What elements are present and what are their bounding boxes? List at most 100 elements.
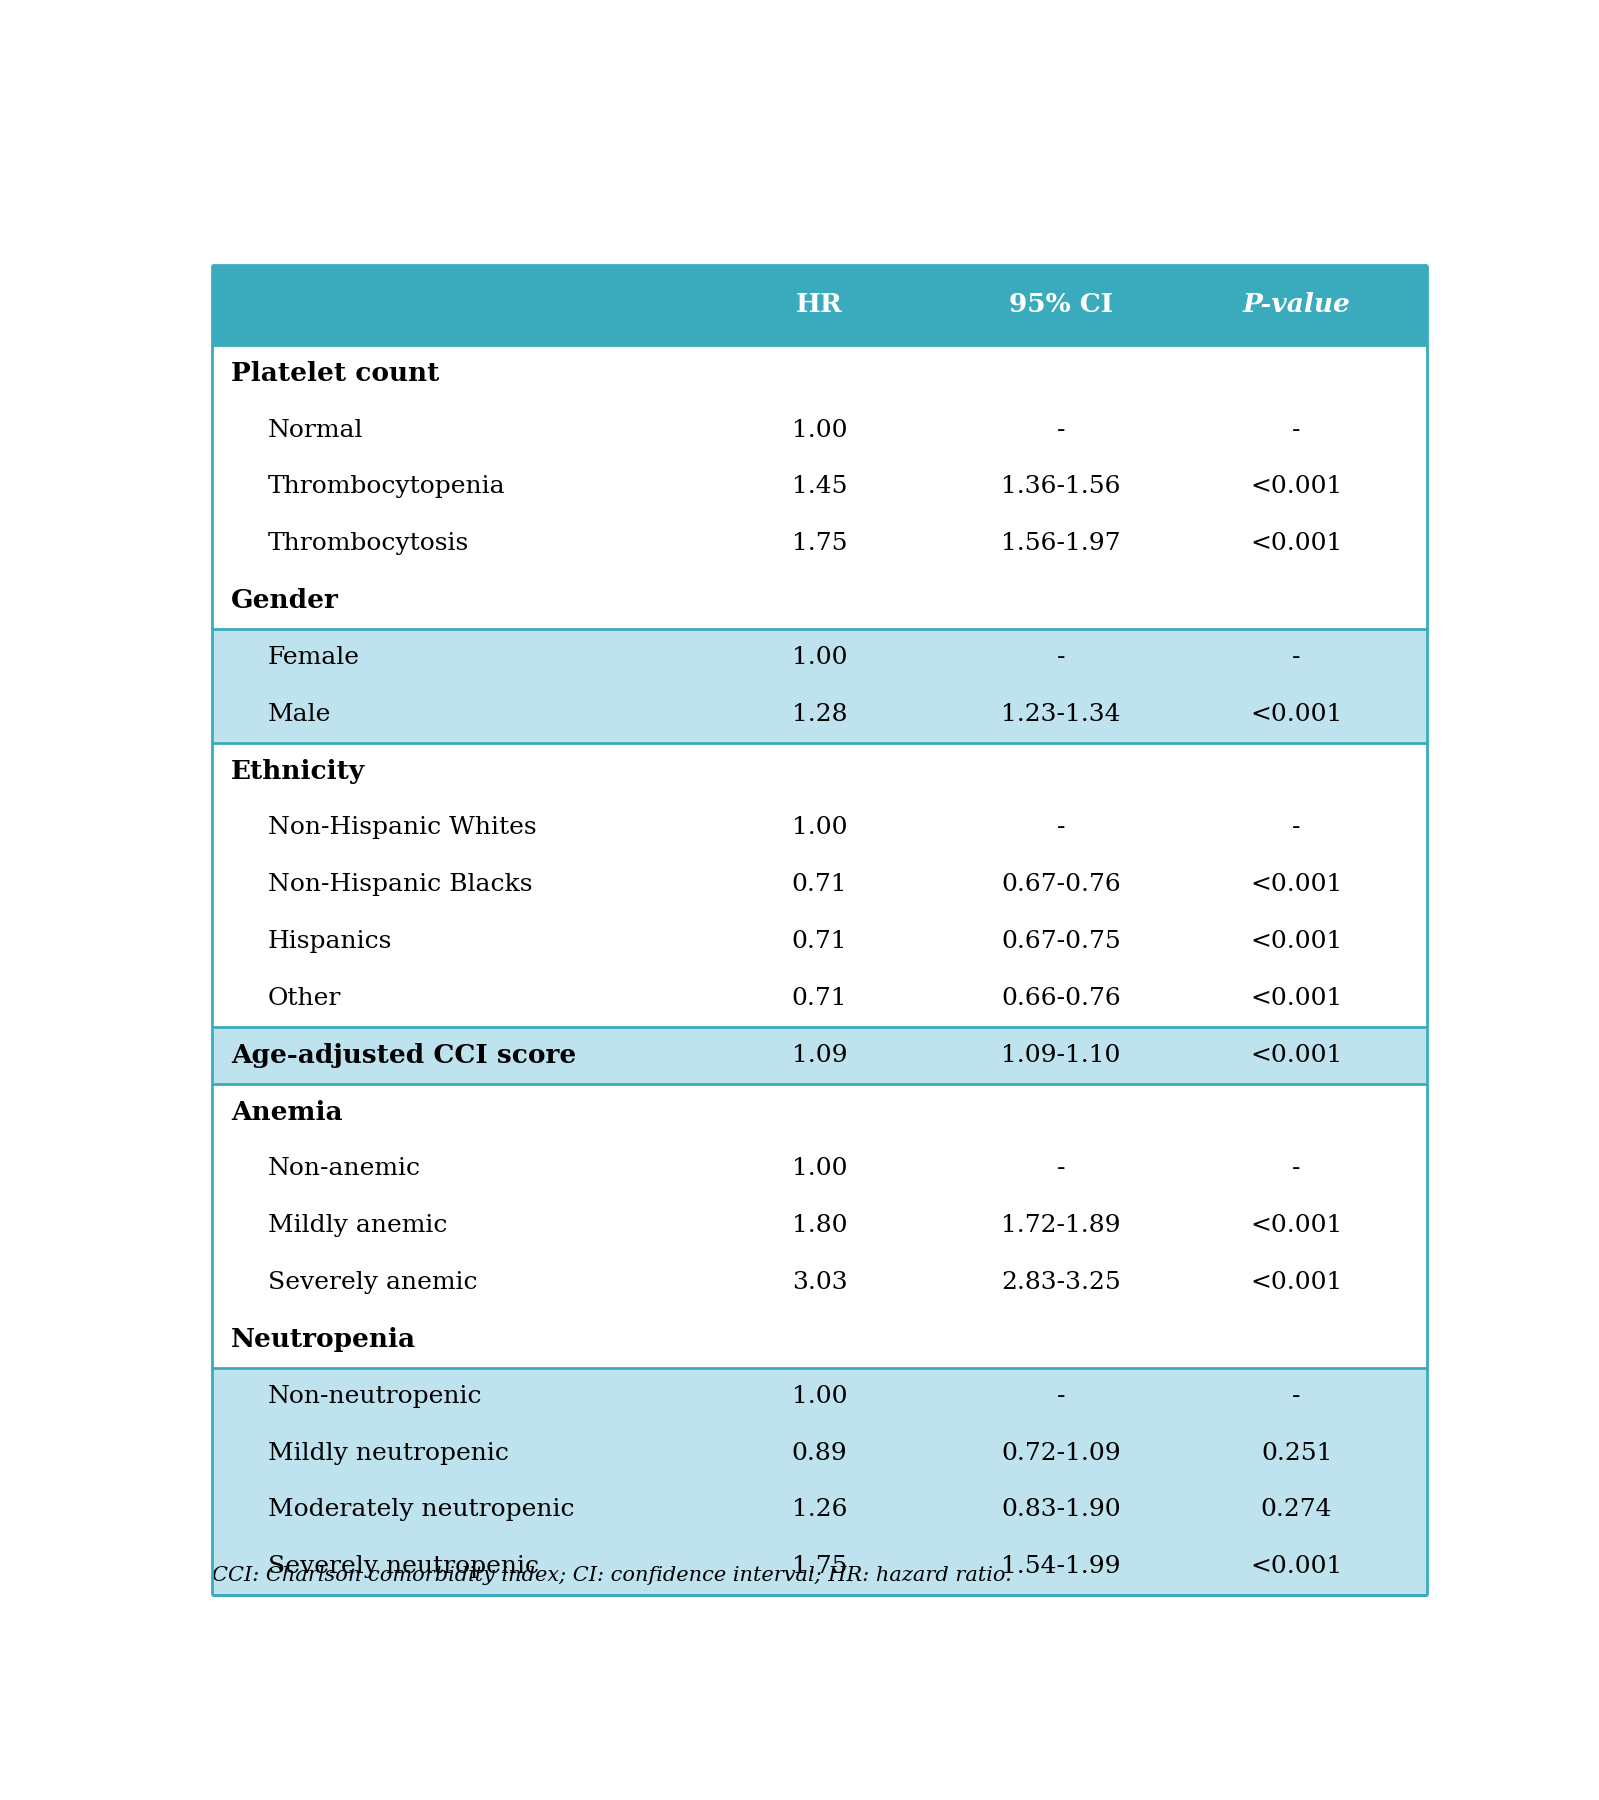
Text: <0.001: <0.001 bbox=[1250, 1215, 1343, 1237]
Text: <0.001: <0.001 bbox=[1250, 533, 1343, 554]
Text: 1.00: 1.00 bbox=[792, 646, 847, 670]
Text: Thrombocytopenia: Thrombocytopenia bbox=[269, 475, 505, 499]
Text: <0.001: <0.001 bbox=[1250, 475, 1343, 499]
Text: Ethnicity: Ethnicity bbox=[230, 758, 365, 783]
Text: 1.09-1.10: 1.09-1.10 bbox=[1001, 1044, 1121, 1067]
Text: -: - bbox=[1057, 419, 1065, 441]
Text: 0.274: 0.274 bbox=[1262, 1498, 1332, 1521]
Text: 0.72-1.09: 0.72-1.09 bbox=[1001, 1442, 1121, 1465]
Text: 1.09: 1.09 bbox=[792, 1044, 847, 1067]
Text: 1.00: 1.00 bbox=[792, 419, 847, 441]
Bar bbox=[213, 1368, 1426, 1424]
Text: CCI: Charlson comorbidity index; CI: confidence interval; HR: hazard ratio.: CCI: Charlson comorbidity index; CI: con… bbox=[213, 1566, 1012, 1586]
Bar bbox=[213, 572, 1426, 628]
Text: Severely anemic: Severely anemic bbox=[269, 1271, 478, 1294]
Text: 0.83-1.90: 0.83-1.90 bbox=[1001, 1498, 1121, 1521]
Text: -: - bbox=[1057, 646, 1065, 670]
Text: Mildly anemic: Mildly anemic bbox=[269, 1215, 448, 1237]
Text: <0.001: <0.001 bbox=[1250, 702, 1343, 725]
Text: 1.00: 1.00 bbox=[792, 1157, 847, 1181]
Text: 0.89: 0.89 bbox=[792, 1442, 847, 1465]
Text: Normal: Normal bbox=[269, 419, 363, 441]
Bar bbox=[213, 1197, 1426, 1255]
Text: <0.001: <0.001 bbox=[1250, 986, 1343, 1010]
Text: P-value: P-value bbox=[1242, 292, 1351, 317]
Text: 1.00: 1.00 bbox=[792, 817, 847, 839]
Text: 2.83-3.25: 2.83-3.25 bbox=[1001, 1271, 1121, 1294]
Text: HR: HR bbox=[796, 292, 843, 317]
Text: Age-adjusted CCI score: Age-adjusted CCI score bbox=[230, 1042, 576, 1067]
Text: 1.26: 1.26 bbox=[792, 1498, 847, 1521]
Bar bbox=[213, 1310, 1426, 1368]
Bar bbox=[213, 743, 1426, 799]
Text: Anemia: Anemia bbox=[230, 1100, 342, 1125]
Bar bbox=[213, 346, 1426, 401]
Text: Non-neutropenic: Non-neutropenic bbox=[269, 1384, 483, 1408]
Text: 1.28: 1.28 bbox=[792, 702, 847, 725]
Text: Non-Hispanic Whites: Non-Hispanic Whites bbox=[269, 817, 537, 839]
Bar bbox=[213, 686, 1426, 743]
Bar bbox=[213, 628, 1426, 686]
Bar bbox=[213, 970, 1426, 1026]
Text: -: - bbox=[1057, 1157, 1065, 1181]
Bar bbox=[213, 1539, 1426, 1595]
Text: -: - bbox=[1292, 646, 1302, 670]
Text: 1.54-1.99: 1.54-1.99 bbox=[1001, 1555, 1121, 1579]
Text: Neutropenia: Neutropenia bbox=[230, 1327, 416, 1352]
Text: Other: Other bbox=[269, 986, 342, 1010]
Text: 1.80: 1.80 bbox=[792, 1215, 847, 1237]
Text: Non-Hispanic Blacks: Non-Hispanic Blacks bbox=[269, 873, 532, 896]
Text: <0.001: <0.001 bbox=[1250, 873, 1343, 896]
Text: <0.001: <0.001 bbox=[1250, 931, 1343, 952]
Text: 1.45: 1.45 bbox=[792, 475, 847, 499]
Text: -: - bbox=[1292, 1157, 1302, 1181]
Text: 0.251: 0.251 bbox=[1262, 1442, 1332, 1465]
Bar bbox=[213, 799, 1426, 857]
Bar bbox=[213, 515, 1426, 572]
Text: <0.001: <0.001 bbox=[1250, 1044, 1343, 1067]
Text: Platelet count: Platelet count bbox=[230, 360, 440, 385]
Text: 0.66-0.76: 0.66-0.76 bbox=[1001, 986, 1121, 1010]
Text: Mildly neutropenic: Mildly neutropenic bbox=[269, 1442, 508, 1465]
Bar bbox=[213, 459, 1426, 515]
Text: Male: Male bbox=[269, 702, 331, 725]
Bar bbox=[213, 1084, 1426, 1141]
Bar bbox=[213, 401, 1426, 459]
Text: -: - bbox=[1292, 419, 1302, 441]
Text: <0.001: <0.001 bbox=[1250, 1271, 1343, 1294]
Text: 3.03: 3.03 bbox=[792, 1271, 847, 1294]
Text: Gender: Gender bbox=[230, 589, 339, 614]
Text: 1.75: 1.75 bbox=[792, 1555, 847, 1579]
Text: <0.001: <0.001 bbox=[1250, 1555, 1343, 1579]
Text: 0.71: 0.71 bbox=[792, 931, 847, 952]
Bar bbox=[213, 1481, 1426, 1539]
Text: 0.71: 0.71 bbox=[792, 873, 847, 896]
Text: Thrombocytosis: Thrombocytosis bbox=[269, 533, 469, 554]
Text: Non-anemic: Non-anemic bbox=[269, 1157, 421, 1181]
Text: 1.72-1.89: 1.72-1.89 bbox=[1001, 1215, 1121, 1237]
Bar bbox=[213, 1141, 1426, 1197]
Text: 1.23-1.34: 1.23-1.34 bbox=[1001, 702, 1121, 725]
Text: 1.00: 1.00 bbox=[792, 1384, 847, 1408]
Bar bbox=[213, 265, 1426, 346]
Text: Severely neutropenic: Severely neutropenic bbox=[269, 1555, 539, 1579]
Text: -: - bbox=[1057, 817, 1065, 839]
Text: Female: Female bbox=[269, 646, 360, 670]
Text: 1.56-1.97: 1.56-1.97 bbox=[1001, 533, 1121, 554]
Bar bbox=[213, 857, 1426, 913]
Text: Hispanics: Hispanics bbox=[269, 931, 392, 952]
Text: Moderately neutropenic: Moderately neutropenic bbox=[269, 1498, 574, 1521]
Text: -: - bbox=[1292, 1384, 1302, 1408]
Text: 95% CI: 95% CI bbox=[1009, 292, 1113, 317]
Text: 0.71: 0.71 bbox=[792, 986, 847, 1010]
Text: 0.67-0.76: 0.67-0.76 bbox=[1001, 873, 1121, 896]
Text: 1.36-1.56: 1.36-1.56 bbox=[1001, 475, 1121, 499]
Text: 0.67-0.75: 0.67-0.75 bbox=[1001, 931, 1121, 952]
Text: -: - bbox=[1292, 817, 1302, 839]
Bar bbox=[213, 1026, 1426, 1084]
Text: 1.75: 1.75 bbox=[792, 533, 847, 554]
Bar bbox=[213, 913, 1426, 970]
Text: -: - bbox=[1057, 1384, 1065, 1408]
Bar bbox=[213, 1255, 1426, 1310]
Bar bbox=[213, 1424, 1426, 1481]
